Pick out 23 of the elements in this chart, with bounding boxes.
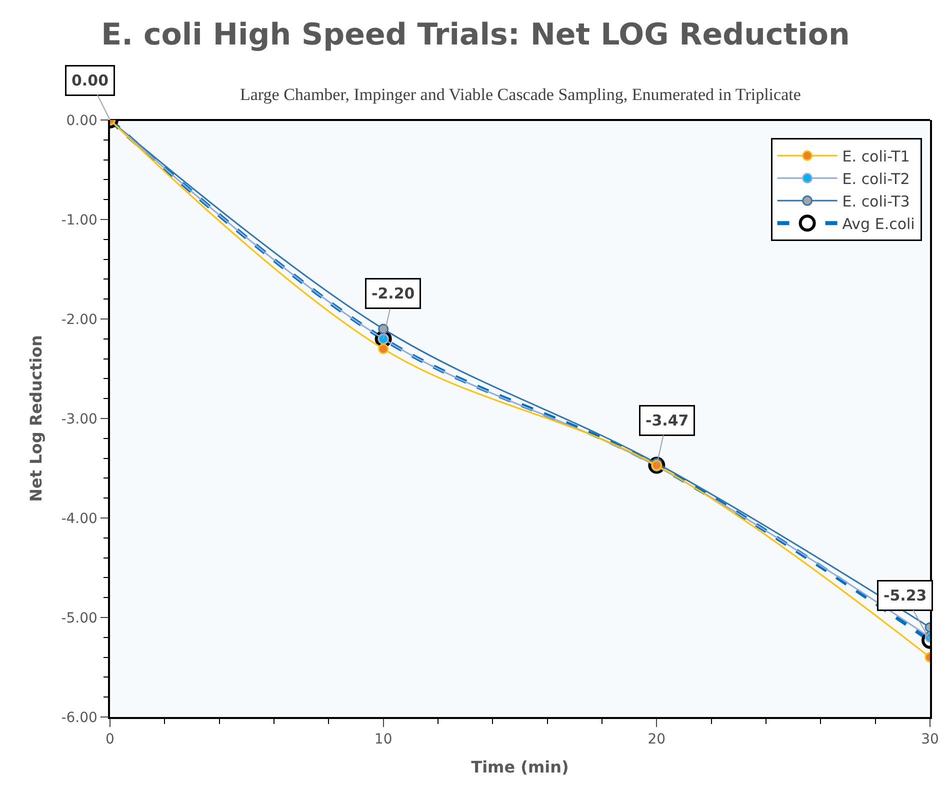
y-tick-label: -1.00 xyxy=(61,212,98,228)
point xyxy=(378,344,389,354)
x-tick-label: 30 xyxy=(921,732,939,748)
legend-label: E. coli-T1 xyxy=(842,148,910,166)
y-tick-label: -4.00 xyxy=(61,510,98,527)
y-axis-title: Net Log Reduction xyxy=(26,335,46,502)
data-label: -5.23 xyxy=(884,586,927,604)
y-tick-label: -2.00 xyxy=(61,312,98,328)
x-tick-label: 10 xyxy=(374,732,392,748)
x-tick-label: 20 xyxy=(648,732,666,748)
chart-title: E. coli High Speed Trials: Net LOG Reduction xyxy=(101,18,850,53)
y-tick-label: -5.00 xyxy=(61,610,98,626)
chart-subtitle: Large Chamber, Impinger and Viable Cascade Sampling, Enumerated in Triplicate xyxy=(240,85,801,104)
x-axis-title: Time (min) xyxy=(471,758,569,777)
y-tick-label: -6.00 xyxy=(61,710,98,726)
data-label: -3.47 xyxy=(646,412,689,430)
legend-label: E. coli-T2 xyxy=(842,170,910,188)
data-label: -2.20 xyxy=(372,284,415,302)
y-tick-label: 0.00 xyxy=(66,112,98,129)
legend-label: E. coli-T3 xyxy=(842,192,910,211)
y-tick-label: -3.00 xyxy=(61,411,98,428)
x-tick-label: 0 xyxy=(106,732,114,748)
legend-label: Avg E.coli xyxy=(842,215,915,234)
